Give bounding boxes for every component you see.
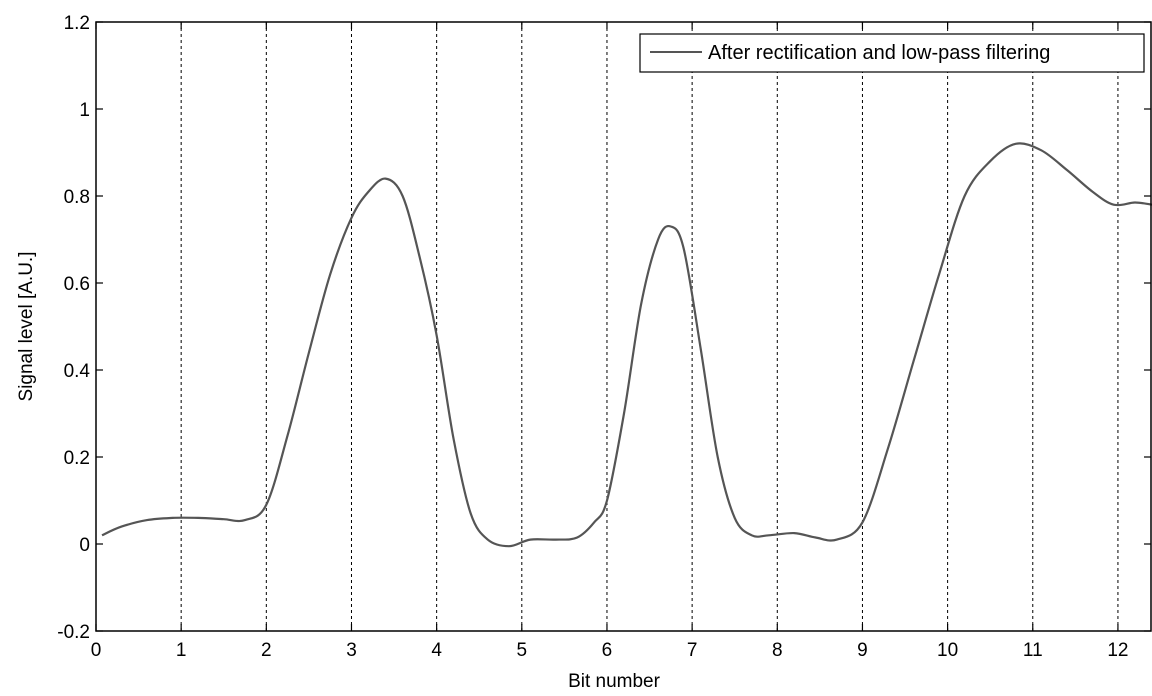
x-tick-label: 3 — [346, 640, 357, 661]
x-tick-label: 10 — [937, 640, 958, 661]
legend: After rectification and low-pass filteri… — [639, 33, 1145, 73]
x-tick-label: 7 — [687, 640, 698, 661]
ticks: 0 1 2 3 4 5 6 7 8 9 10 11 12-0.200.20.40.60.811.2 — [57, 13, 1151, 661]
series-line-0 — [101, 142, 1152, 548]
x-tick-label: 1 — [176, 640, 187, 661]
x-tick-label: 4 — [431, 640, 442, 661]
y-tick-label: 0.2 — [64, 448, 90, 469]
x-axis-label: Bit number — [568, 671, 661, 691]
gridlines — [180, 22, 1119, 631]
x-tick-label: 2 — [261, 640, 272, 661]
x-tick-label: 9 — [857, 640, 868, 661]
plot-frame — [95, 21, 1152, 632]
x-tick-label: 0 — [91, 640, 102, 661]
y-tick-label: -0.2 — [57, 622, 90, 643]
y-tick-label: 1.2 — [64, 13, 90, 34]
y-tick-label: 0.4 — [64, 361, 91, 382]
legend-box — [639, 33, 1145, 73]
x-tick-label: 6 — [602, 640, 613, 661]
y-tick-label: 1 — [79, 100, 90, 121]
x-tick-label: 8 — [772, 640, 783, 661]
x-tick-label: 11 — [1023, 640, 1043, 661]
y-tick-label: 0.8 — [64, 187, 90, 208]
y-tick-label: 0.6 — [64, 274, 90, 295]
series-layer — [101, 142, 1152, 548]
x-tick-label: 12 — [1107, 640, 1128, 661]
legend-label: After rectification and low-pass filteri… — [708, 42, 1050, 64]
x-tick-label: 5 — [517, 640, 528, 661]
y-axis-label: Signal level [A.U.] — [16, 252, 37, 402]
y-tick-label: 0 — [79, 535, 90, 556]
